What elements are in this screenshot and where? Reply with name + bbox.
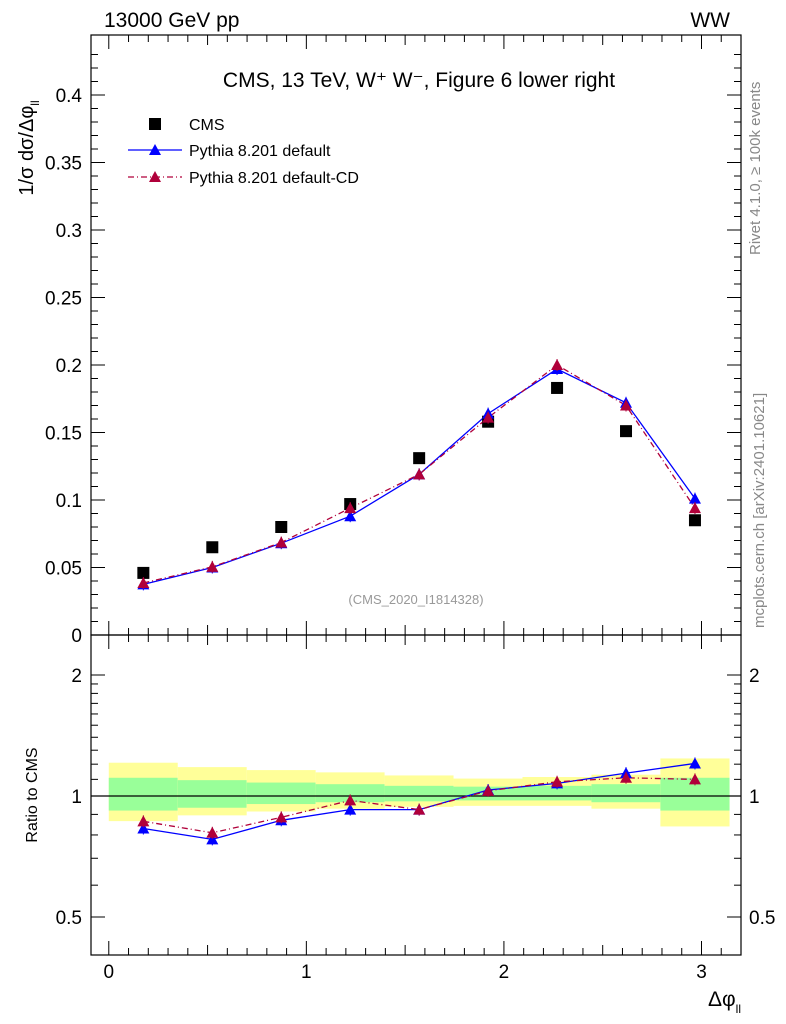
legend-label: Pythia 8.201 default-CD (189, 170, 359, 187)
y-axis-label-subscript: ll (28, 100, 42, 105)
uncertainty-band-green (522, 785, 592, 801)
ratio-y-tick-label-right: 0.5 (749, 908, 775, 929)
uncertainty-band-green (384, 785, 454, 802)
legend-label: CMS (189, 117, 225, 134)
ratio-y-axis-label: Ratio to CMS (24, 747, 41, 842)
legend-label: Pythia 8.201 default (189, 143, 331, 160)
x-tick-label: 0 (103, 962, 114, 983)
cms-data-point (413, 452, 426, 465)
ratio-y-tick-label: 0.5 (56, 908, 82, 929)
y-tick-label: 0.35 (45, 154, 82, 175)
ratio-plot-frame (90, 634, 742, 956)
series-line-pythia-default-cd (143, 364, 696, 584)
y-tick-label: 0.25 (45, 289, 82, 310)
ratio-panel: 0.5 0.5 1 1 2 2 0 1 2 3 Ratio to CMS Δφll (24, 634, 775, 1016)
main-panel: 0 0.05 0.1 0.15 0.2 0.25 0.3 0.35 0.4 1/σ dσ/Δφll… (16, 34, 742, 647)
analysis-id: (CMS_2020_I1814328) (348, 592, 483, 607)
ratio-y-tick-label-right: 2 (749, 666, 760, 687)
y-tick-label: 0.15 (45, 424, 82, 445)
x-tick-label: 1 (301, 962, 312, 983)
y-tick-label: 0 (71, 626, 82, 647)
y-tick-label: 0.2 (56, 356, 82, 377)
cms-data-point (137, 566, 150, 579)
legend-marker-triangle (149, 144, 161, 155)
uncertainty-band-green (591, 784, 661, 803)
y-tick-label: 0.4 (56, 86, 83, 107)
uncertainty-band-green (315, 784, 385, 803)
legend-marker-triangle (149, 171, 161, 182)
x-axis-label: Δφll (708, 988, 741, 1016)
y-tick-label: 0.05 (45, 559, 82, 580)
cms-data-point (688, 514, 701, 527)
ratio-line-pythia-default-cd (143, 777, 695, 834)
cms-data-point (620, 425, 633, 438)
ratio-y-tick-label-right: 1 (749, 787, 760, 808)
y-axis-label: 1/σ dσ/Δφll (16, 100, 42, 195)
ratio-y-tick-label: 2 (71, 666, 82, 687)
energy-label: 13000 GeV pp (104, 9, 239, 32)
cms-data-point (275, 521, 288, 533)
mcplots-label: mcplots.cern.ch [arXiv:2401.10621] (751, 393, 768, 628)
ratio-y-tick-label: 1 (71, 787, 82, 808)
uncertainty-band-green (108, 777, 178, 811)
legend-marker-cms (149, 118, 161, 130)
process-label: WW (690, 9, 730, 32)
cms-data-point (206, 541, 219, 554)
uncertainty-band-green (177, 780, 247, 808)
x-axis-label-subscript: ll (736, 1002, 741, 1016)
y-tick-label: 0.3 (56, 221, 82, 242)
cms-data-point (551, 381, 564, 394)
x-tick-label: 3 (696, 962, 707, 983)
x-tick-label: 2 (499, 962, 510, 983)
y-tick-label: 0.1 (56, 491, 82, 512)
uncertainty-band-green (246, 782, 316, 805)
rivet-version-label: Rivet 4.1.0, ≥ 100k events (747, 82, 764, 255)
chart-title: CMS, 13 TeV, W⁺ W⁻, Figure 6 lower right (223, 69, 615, 92)
